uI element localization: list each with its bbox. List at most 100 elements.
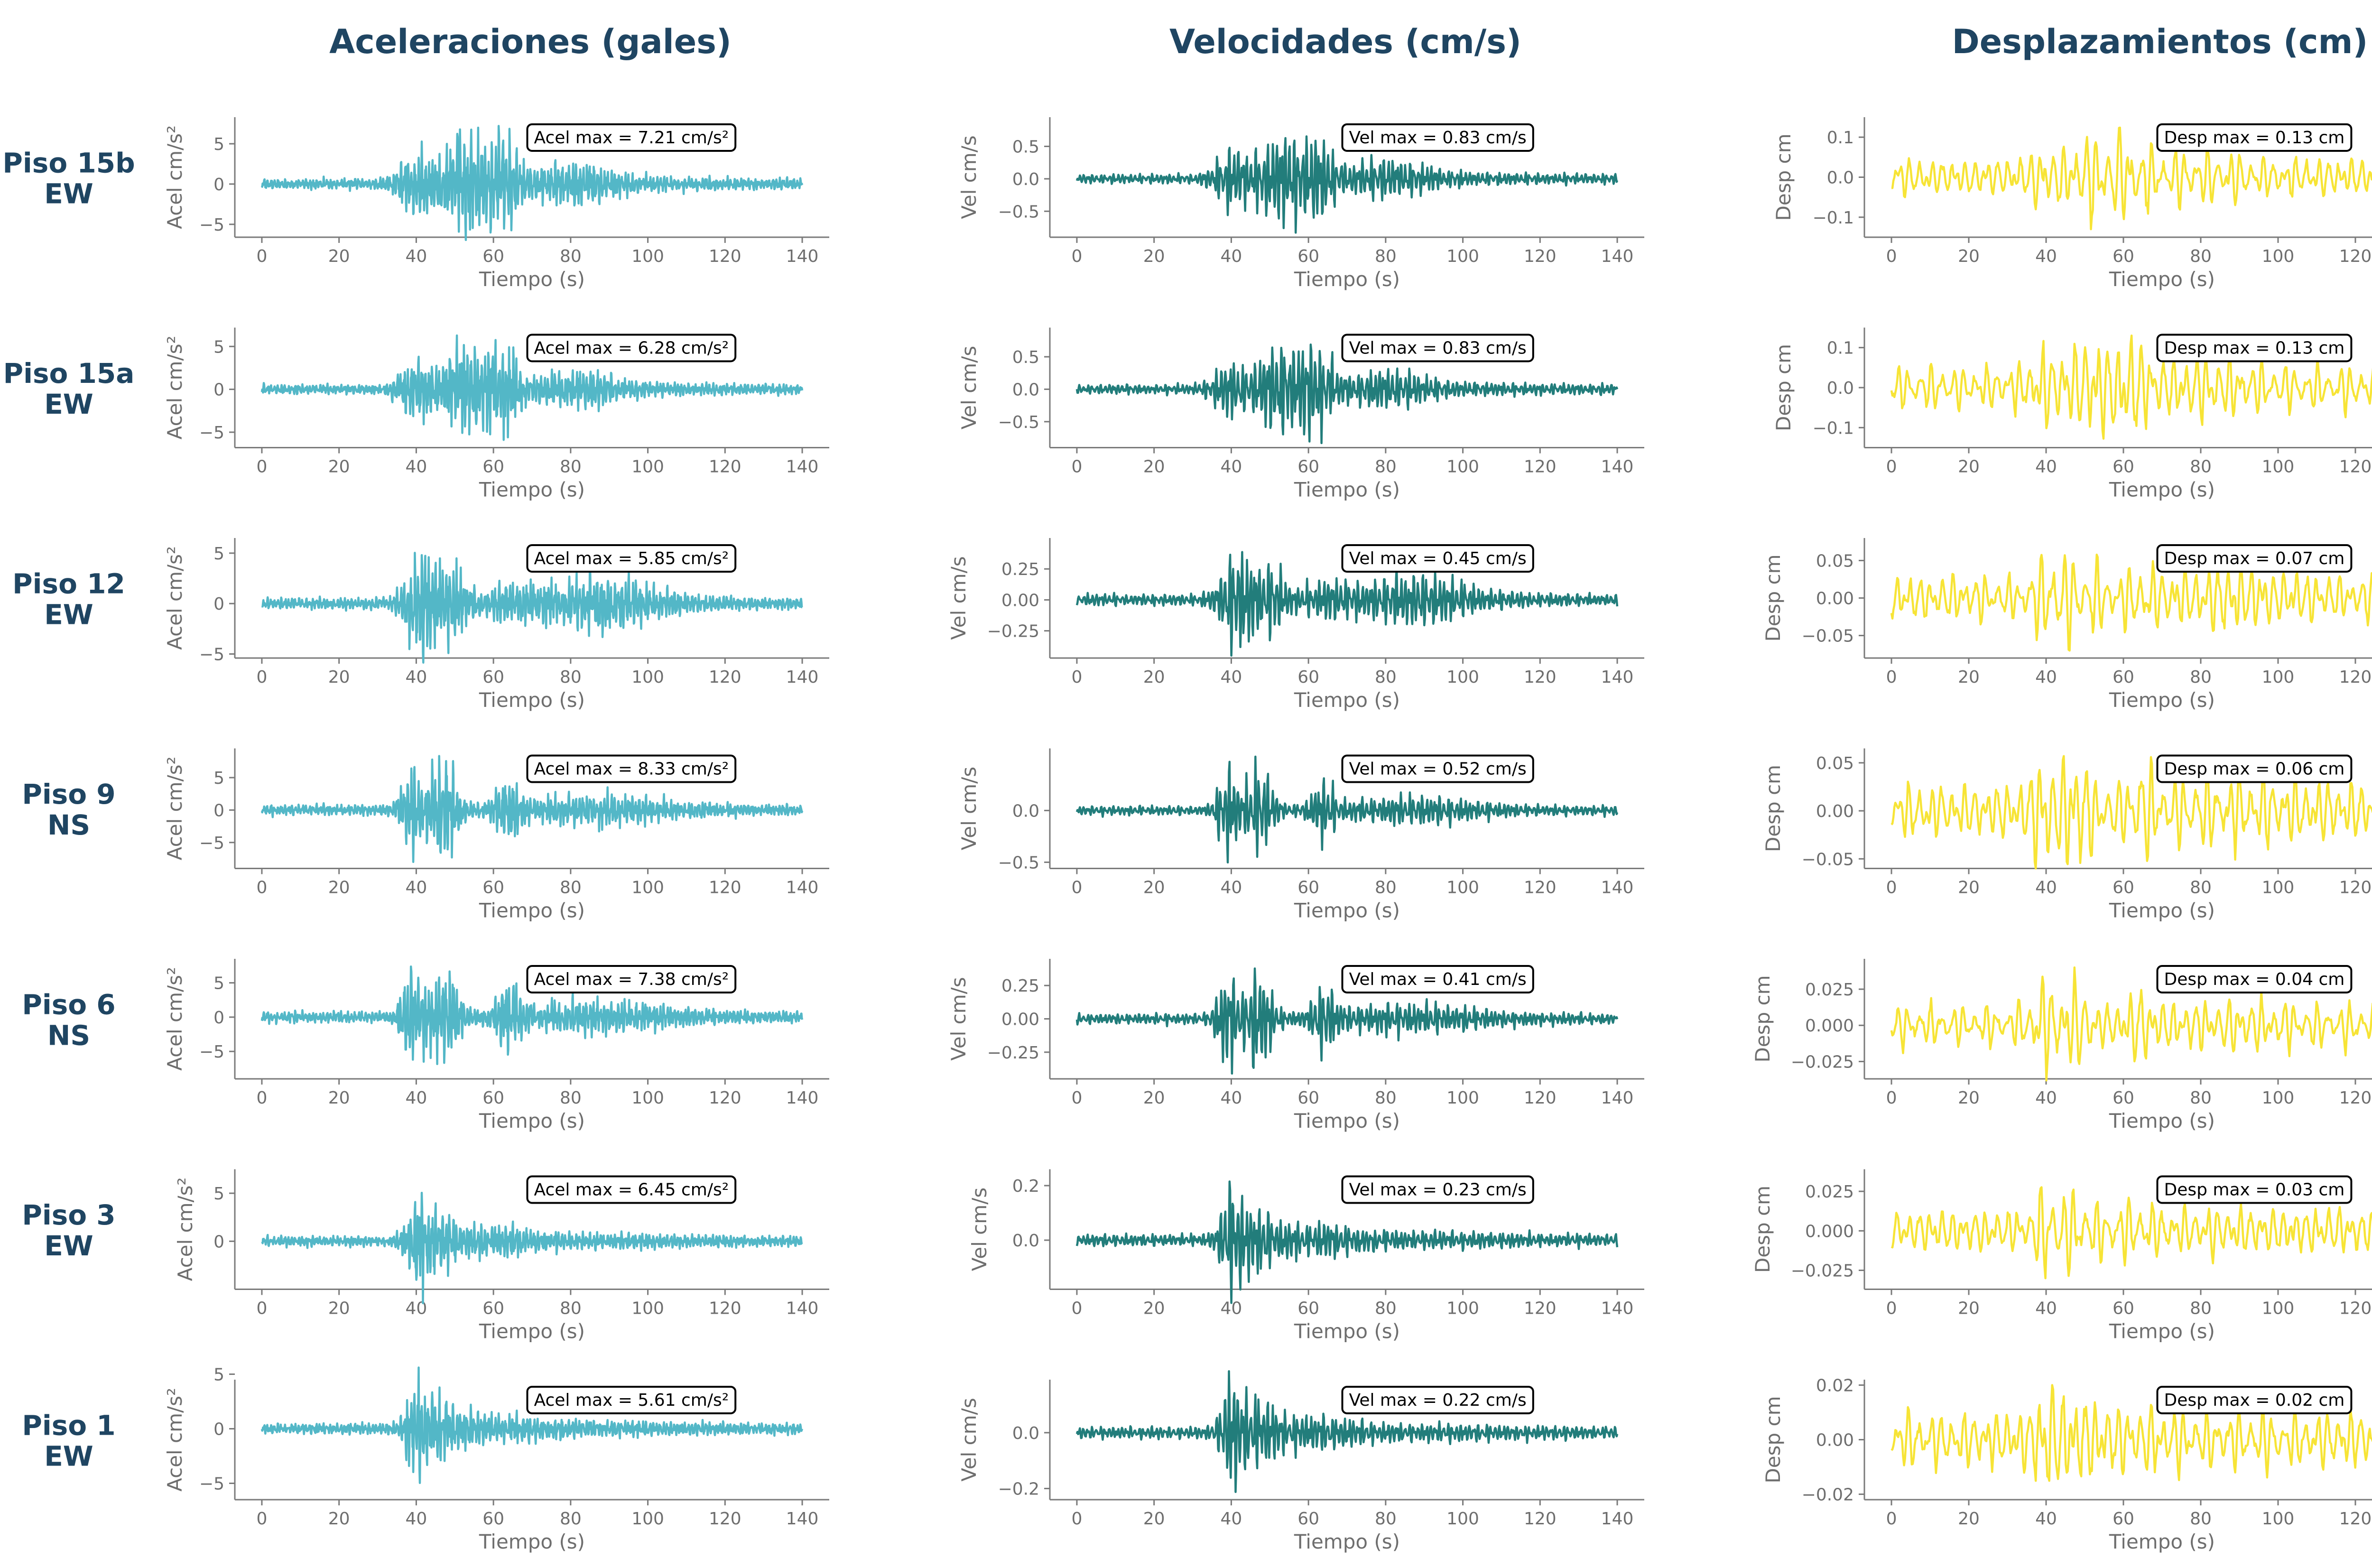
x-tick-label: 40	[406, 878, 427, 898]
x-tick-label: 20	[328, 1299, 350, 1318]
series-line-displacement	[1890, 553, 2372, 652]
y-tick-label: 0.0	[1012, 170, 1039, 189]
peak-annotation: Vel max = 0.22 cm/s	[1341, 1386, 1534, 1414]
row-label-floor: Piso 3	[22, 1199, 115, 1231]
annotation-box	[1341, 334, 1534, 362]
x-tick-label: 60	[482, 668, 504, 687]
annotation-box	[1341, 1175, 1534, 1204]
y-tick-label: 0	[213, 594, 224, 614]
x-tick-label: 60	[2113, 1088, 2134, 1108]
x-axis-label: Tiempo (s)	[1294, 1109, 1400, 1132]
y-axis-label: Vel cm/s	[957, 767, 981, 850]
x-axis-label: Tiempo (s)	[2109, 478, 2215, 501]
series-line-displacement	[1890, 334, 2372, 440]
x-tick-label: 40	[1221, 1088, 1242, 1108]
series-line-displacement	[1891, 126, 2372, 231]
x-tick-label: 120	[1524, 457, 1557, 477]
y-tick-label: 0	[213, 1420, 224, 1439]
row-label-direction: NS	[47, 1020, 90, 1052]
x-tick-label: 0	[1886, 457, 1897, 477]
x-tick-label: 60	[1297, 668, 1319, 687]
annotation-box	[526, 123, 737, 152]
x-tick-label: 40	[2035, 1088, 2057, 1108]
column-title-displacement: Desplazamientos (cm)	[1952, 22, 2368, 61]
peak-annotation: Acel max = 7.38 cm/s²	[526, 965, 737, 993]
series-line-acceleration	[260, 755, 804, 863]
x-tick-label: 40	[2035, 878, 2057, 898]
x-tick-label: 20	[1143, 457, 1165, 477]
x-tick-label: 140	[1601, 878, 1634, 898]
row-label-floor: Piso 12	[12, 568, 125, 600]
x-tick-label: 20	[1958, 247, 1980, 266]
y-axis-label: Vel cm/s	[957, 1398, 981, 1481]
x-tick-label: 60	[2113, 1299, 2134, 1318]
x-tick-label: 100	[631, 247, 664, 266]
y-tick-label: 0.0	[1012, 1231, 1039, 1251]
y-axis-label: Desp cm	[1761, 1396, 1785, 1483]
y-axis-label: Desp cm	[1772, 133, 1795, 221]
y-tick-label: 0	[213, 801, 224, 820]
peak-annotation: Desp max = 0.03 cm	[2156, 1175, 2353, 1204]
peak-annotation: Vel max = 0.83 cm/s	[1341, 334, 1534, 362]
annotation-box	[526, 1175, 737, 1204]
column-title-acceleration: Aceleraciones (gales)	[329, 22, 732, 61]
x-axis-label: Tiempo (s)	[479, 688, 585, 712]
y-axis-label: Desp cm	[1751, 1186, 1774, 1273]
annotation-box	[2156, 1175, 2353, 1204]
y-tick-label: 0.025	[1805, 1182, 1854, 1202]
annotation-box	[2156, 965, 2353, 993]
x-tick-label: 40	[2035, 247, 2057, 266]
y-tick-label: 5	[213, 1365, 224, 1385]
y-axis-label: Vel cm/s	[947, 556, 970, 640]
y-tick-label: 0.00	[1816, 1431, 1854, 1450]
x-tick-label: 80	[560, 878, 582, 898]
annotation-text: Desp max = 0.04 cm	[2164, 970, 2345, 989]
x-tick-label: 120	[2339, 457, 2372, 477]
y-tick-label: −0.025	[1791, 1052, 1854, 1072]
x-tick-label: 40	[1221, 457, 1242, 477]
y-tick-label: 0.5	[1012, 348, 1039, 367]
x-tick-label: 60	[482, 1299, 504, 1318]
annotation-text: Desp max = 0.03 cm	[2164, 1180, 2345, 1200]
x-tick-label: 0	[1886, 1088, 1897, 1108]
x-tick-label: 120	[709, 878, 741, 898]
x-tick-label: 80	[1375, 1299, 1397, 1318]
x-tick-label: 100	[1446, 1509, 1479, 1529]
annotation-text: Vel max = 0.83 cm/s	[1349, 339, 1527, 358]
series-line-acceleration	[260, 1366, 804, 1484]
y-axis-label: Desp cm	[1772, 344, 1795, 431]
y-axis-label: Acel cm/s²	[163, 546, 186, 650]
x-tick-label: 60	[482, 1088, 504, 1108]
y-tick-label: −5	[199, 1042, 224, 1062]
x-tick-label: 140	[1601, 1299, 1634, 1318]
peak-annotation: Acel max = 5.61 cm/s²	[526, 1386, 737, 1414]
x-tick-label: 60	[482, 1509, 504, 1529]
row-label-5: Piso 6NS	[22, 989, 115, 1052]
x-tick-label: 120	[2339, 1509, 2372, 1529]
series-line-acceleration	[261, 552, 803, 664]
x-tick-label: 140	[786, 878, 819, 898]
annotation-text: Vel max = 0.45 cm/s	[1349, 549, 1527, 568]
x-axis-label: Tiempo (s)	[479, 1530, 585, 1553]
x-tick-label: 20	[328, 1088, 350, 1108]
y-tick-label: 5	[213, 769, 224, 788]
x-tick-label: 60	[1297, 1509, 1319, 1529]
peak-annotation: Acel max = 6.28 cm/s²	[526, 334, 737, 362]
y-tick-label: 0.0	[1827, 168, 1854, 188]
x-tick-label: 60	[1297, 247, 1319, 266]
annotation-box	[526, 965, 737, 993]
y-axis-label: Vel cm/s	[968, 1188, 991, 1271]
y-tick-label: −0.05	[1802, 627, 1854, 646]
x-tick-label: 40	[406, 1509, 427, 1529]
x-tick-label: 20	[328, 457, 350, 477]
x-tick-label: 100	[2262, 878, 2295, 898]
x-tick-label: 100	[1446, 247, 1479, 266]
y-tick-label: −0.2	[998, 1479, 1039, 1499]
x-tick-label: 80	[1375, 1088, 1397, 1108]
panel-acceleration-row-1: 0 20 40 60 80 100 120 140 −5 0 5 Tiempo (s) Acel cm/…	[163, 117, 829, 291]
panel-acceleration-row-5: 0 20 40 60 80 100 120 140 −5 0 5 Tiempo (s) Acel cm/…	[163, 959, 829, 1132]
y-tick-label: −0.025	[1791, 1262, 1854, 1281]
y-tick-label: 0.2	[1012, 1177, 1039, 1196]
y-tick-label: 0.0	[1827, 379, 1854, 398]
